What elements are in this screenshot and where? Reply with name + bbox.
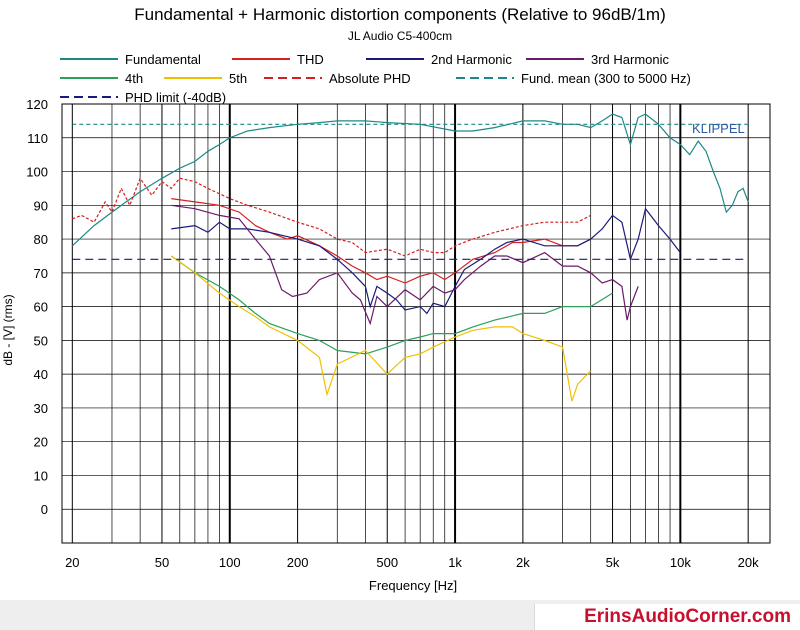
series-5th [170,255,592,402]
y-axis-label: dB - [V] (rms) [1,294,15,365]
series-lines [71,113,749,402]
chart-subtitle: JL Audio C5-400cm [348,29,452,43]
legend-item: Fund. mean (300 to 5000 Hz) [456,71,691,86]
brand-link[interactable]: ErinsAudioCorner.com [584,606,791,627]
legend-label: PHD limit (-40dB) [125,90,226,105]
legend-label: 5th [229,71,247,86]
legend-label: Fundamental [125,52,201,67]
series-4th [170,255,613,355]
series-2nd-harmonic [171,207,681,315]
x-tick-label: 1k [448,555,462,570]
y-tick-label: 100 [26,165,48,180]
y-tick-label: 50 [34,333,48,348]
series-absolute-phd [72,177,591,257]
y-tick-label: 20 [34,435,48,450]
legend-label: THD [297,52,324,67]
legend-item: 2nd Harmonic [366,52,512,67]
x-tick-labels: 20 50 100 200 500 1k 2k 5k 10k 20k [65,555,759,570]
x-tick-label: 10k [670,555,691,570]
legend-item: Absolute PHD [264,71,411,86]
y-tick-label: 70 [34,266,48,281]
series-thd [171,198,591,284]
klippel-watermark: KLIPPEL [692,121,745,136]
y-tick-label: 80 [34,232,48,247]
legend-item: 3rd Harmonic [526,52,670,67]
y-tick-label: 90 [34,198,48,213]
x-tick-label: 50 [155,555,169,570]
x-tick-label: 5k [606,555,620,570]
y-tick-label: 0 [41,502,48,517]
legend-label: 3rd Harmonic [591,52,670,67]
y-tick-label: 110 [27,131,48,146]
legend-item: PHD limit (-40dB) [60,90,226,105]
y-tick-label: 120 [26,97,48,112]
y-tick-label: 30 [34,401,48,416]
legend: Fundamental THD 2nd Harmonic 3rd Harmonic 4t… [60,52,691,105]
x-tick-label: 20 [65,555,79,570]
y-tick-label: 40 [34,367,48,382]
x-tick-label: 20k [738,555,759,570]
legend-label: Fund. mean (300 to 5000 Hz) [521,71,691,86]
series-3rd-harmonic [171,204,639,326]
y-tick-labels: 0 10 20 30 40 50 60 70 80 90 100 110 120 [26,97,48,517]
series-fundamental [71,113,749,247]
y-tick-label: 60 [34,300,48,315]
legend-item: THD [232,52,324,67]
legend-item: Fundamental [60,52,201,67]
legend-label: 4th [125,71,143,86]
x-tick-label: 500 [376,555,398,570]
chart-title: Fundamental + Harmonic distortion compon… [134,5,666,24]
legend-label: Absolute PHD [329,71,411,86]
plot-frame [61,103,771,544]
y-tick-label: 10 [34,468,48,483]
legend-label: 2nd Harmonic [431,52,512,67]
legend-item: 5th [164,71,247,86]
x-tick-label: 200 [287,555,309,570]
x-axis-label: Frequency [Hz] [369,578,457,593]
distortion-chart: Fundamental + Harmonic distortion compon… [1,5,771,593]
grid [62,103,770,544]
legend-item: 4th [60,71,143,86]
brand-box: ErinsAudioCorner.com [534,604,800,630]
x-tick-label: 100 [219,555,241,570]
x-tick-label: 2k [516,555,530,570]
